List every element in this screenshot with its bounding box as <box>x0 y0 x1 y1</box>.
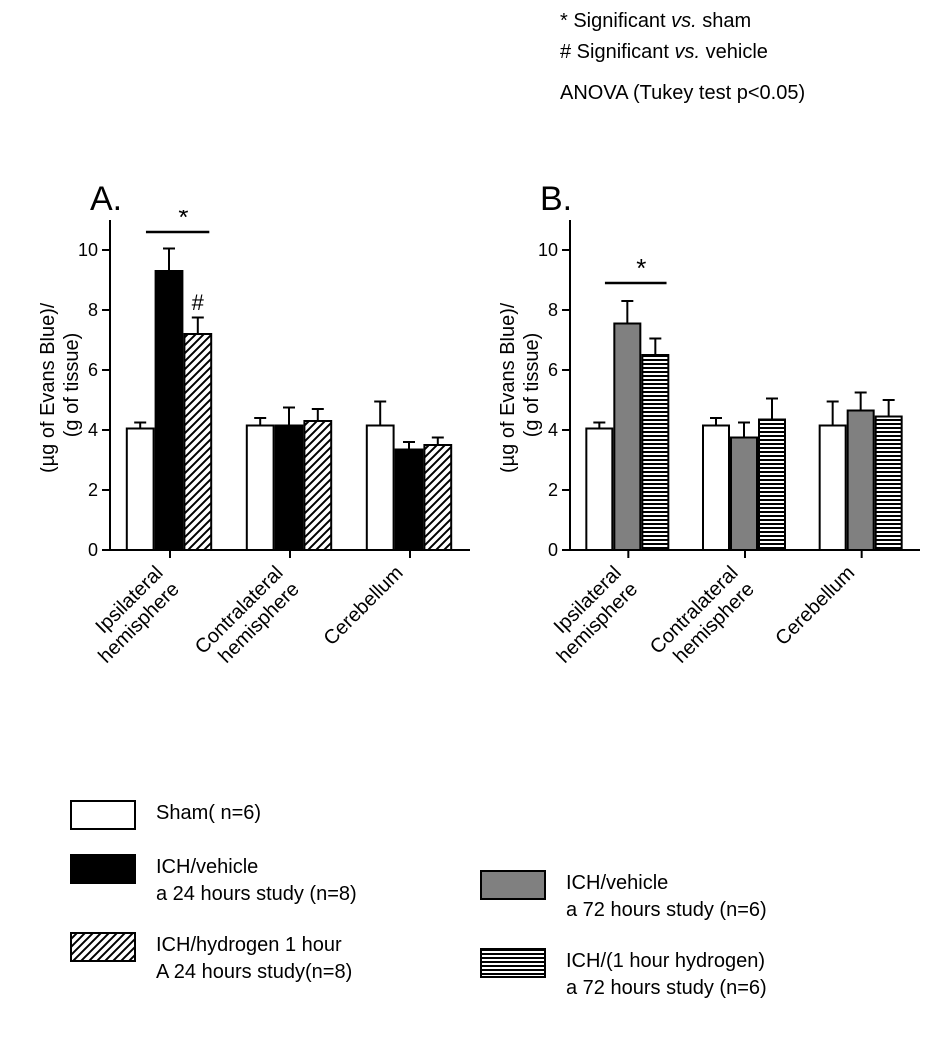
svg-text:0: 0 <box>548 540 558 560</box>
chart-b: 0 2 4 6 8 10 (µg of Evans Blue)/ (g of tissue… <box>500 210 930 760</box>
note-star: * Significant vs. sham <box>560 10 805 33</box>
note-hash-pre: # Significant <box>560 41 675 63</box>
note-hash: # Significant vs. vehicle <box>560 41 805 64</box>
legend-swatch <box>70 854 136 884</box>
legend-swatch <box>480 948 546 978</box>
legend-label: ICH/vehiclea 72 hours study (n=6) <box>566 870 767 924</box>
legend-label: ICH/hydrogen 1 hourA 24 hours study(n=8) <box>156 932 352 986</box>
legend-item: ICH/vehiclea 72 hours study (n=6) <box>480 870 767 924</box>
svg-text:Ipsilateralhemisphere: Ipsilateralhemisphere <box>78 562 184 668</box>
note-hash-it: vs. <box>675 41 701 63</box>
legend-item: Sham( n=6) <box>70 800 357 830</box>
svg-text:8: 8 <box>88 300 98 320</box>
svg-text:10: 10 <box>78 240 98 260</box>
svg-text:6: 6 <box>548 360 558 380</box>
legend-column-1: Sham( n=6) ICH/vehiclea 24 hours study (… <box>70 800 357 1010</box>
legend-text-line: a 72 hours study (n=6) <box>566 975 767 1002</box>
significance-notes: * Significant vs. sham # Significant vs.… <box>560 10 805 113</box>
legend-text-line: a 72 hours study (n=6) <box>566 897 767 924</box>
svg-text:#: # <box>192 290 205 315</box>
note-star-post: sham <box>697 10 751 32</box>
legend-column-2: ICH/vehiclea 72 hours study (n=6) ICH/(1… <box>480 870 767 1026</box>
legend-text-line: ICH/vehicle <box>566 870 767 897</box>
legend-label: ICH/(1 hour hydrogen)a 72 hours study (n… <box>566 948 767 1002</box>
svg-text:Contralateralhemisphere: Contralateralhemisphere <box>646 562 759 675</box>
svg-text:Ipsilateralhemisphere: Ipsilateralhemisphere <box>536 562 642 668</box>
svg-text:*: * <box>178 210 188 232</box>
legend-text-line: a 24 hours study (n=8) <box>156 881 357 908</box>
legend-item: ICH/(1 hour hydrogen)a 72 hours study (n… <box>480 948 767 1002</box>
legend-item: ICH/vehiclea 24 hours study (n=8) <box>70 854 357 908</box>
legend-swatch <box>70 800 136 830</box>
legend-swatch <box>480 870 546 900</box>
svg-text:(µg of Evans Blue)/: (µg of Evans Blue)/ (g of tissue) <box>500 297 543 473</box>
svg-text:6: 6 <box>88 360 98 380</box>
svg-text:2: 2 <box>548 480 558 500</box>
svg-text:8: 8 <box>548 300 558 320</box>
chart-a: 0 2 4 6 8 10 (µg of Evans Blue)/ (g of tissue… <box>40 210 480 760</box>
svg-text:4: 4 <box>548 420 558 440</box>
note-hash-post: vehicle <box>700 41 768 63</box>
legend-label: Sham( n=6) <box>156 800 261 827</box>
svg-text:Contralateralhemisphere: Contralateralhemisphere <box>191 562 304 675</box>
legend-label: ICH/vehiclea 24 hours study (n=8) <box>156 854 357 908</box>
legend-text-line: ICH/hydrogen 1 hour <box>156 932 352 959</box>
legend-text-line: ICH/(1 hour hydrogen) <box>566 948 767 975</box>
svg-text:Cerebellum: Cerebellum <box>320 562 408 650</box>
legend-text-line: Sham( n=6) <box>156 800 261 827</box>
svg-text:*: * <box>636 253 646 283</box>
svg-text:0: 0 <box>88 540 98 560</box>
svg-text:(µg of Evans Blue)/: (µg of Evans Blue)/ (g of tissue) <box>40 297 83 473</box>
svg-text:2: 2 <box>88 480 98 500</box>
svg-text:Cerebellum: Cerebellum <box>771 562 859 650</box>
legend-swatch <box>70 932 136 962</box>
note-star-it: vs. <box>671 10 697 32</box>
legend-item: ICH/hydrogen 1 hourA 24 hours study(n=8) <box>70 932 357 986</box>
legend-text-line: A 24 hours study(n=8) <box>156 959 352 986</box>
note-anova: ANOVA (Tukey test p<0.05) <box>560 82 805 105</box>
legend-text-line: ICH/vehicle <box>156 854 357 881</box>
figure-container: * Significant vs. sham # Significant vs.… <box>0 0 943 1050</box>
svg-text:10: 10 <box>538 240 558 260</box>
svg-text:4: 4 <box>88 420 98 440</box>
note-star-pre: * Significant <box>560 10 671 32</box>
